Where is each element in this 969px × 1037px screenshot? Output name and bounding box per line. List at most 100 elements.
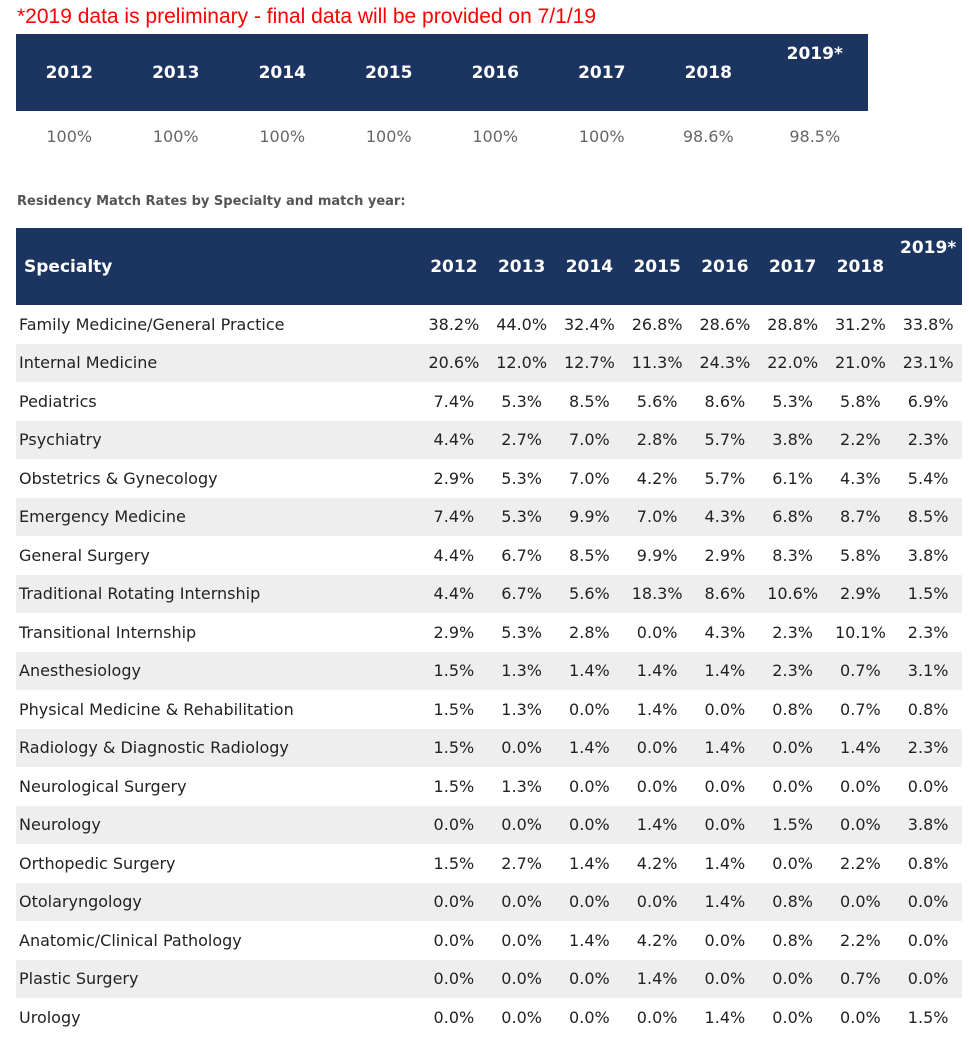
rate-cell: 5.8% [840,391,881,411]
rate-cell: 0.0% [420,805,488,844]
table-row: Pediatrics 7.4% 5.3% 8.5% 5.6% 8.6% 5.3% 5.8% 6.… [16,382,962,421]
specialty-name: Family Medicine/General Practice [19,314,285,334]
rate-cell: 5.6% [636,391,678,411]
rate-cell: 8.6% [691,574,759,613]
specialty-match-table: Specialty 2012 2013 2014 2015 2016 2017 2018 201… [16,228,962,1037]
rate-cell: 4.3% [704,622,746,642]
rate-cell: 2.3% [907,622,949,642]
table-row: Internal Medicine 20.6% 12.0% 12.7% 11.3% 24.… [16,343,962,382]
rate-cell: 1.5% [433,776,475,796]
table-row: Neurological Surgery 1.5% 1.3% 0.0% 0.0% 0.0%… [16,767,962,806]
table-row: Traditional Rotating Internship 4.4% 6.7% 5… [16,574,962,613]
rate-cell: 0.0% [433,1007,475,1027]
specialty-name: Anatomic/Clinical Pathology [19,930,242,950]
specialty-name: Traditional Rotating Internship [16,574,420,613]
rate-cell: 0.0% [555,959,624,998]
year-header: 2018 [655,34,762,111]
rate-cell: 2.2% [840,930,881,950]
rate-cell: 0.7% [840,699,881,719]
rate-cell: 1.4% [636,699,678,719]
year-header: 2019* [894,228,962,305]
table-row: Orthopedic Surgery 1.5% 2.7% 1.4% 4.2% 1.4% 0.… [16,844,962,883]
rate-cell: 0.0% [704,930,746,950]
specialty-name: Plastic Surgery [16,959,420,998]
rate-cell: 0.0% [487,882,556,921]
rate-cell: 0.0% [907,776,949,796]
rate-cell: 2.9% [826,574,895,613]
rate-cell: 0.0% [501,930,542,950]
rate-cell: 0.8% [772,699,813,719]
match-rate-value: 100% [259,126,306,146]
specialty-name: Urology [19,1007,81,1027]
table-row: Otolaryngology 0.0% 0.0% 0.0% 0.0% 1.4% 0.8% 0.… [16,882,962,921]
specialty-name: Transitional Internship [19,622,197,642]
rate-cell: 1.4% [691,651,759,690]
rate-cell: 0.0% [894,882,962,921]
table-row: Plastic Surgery 0.0% 0.0% 0.0% 1.4% 0.0% 0.0% 0… [16,959,962,998]
rate-cell: 1.5% [433,853,475,873]
rate-cell: 6.7% [487,574,556,613]
rate-cell: 1.4% [555,651,624,690]
year-header: 2019* [761,34,868,111]
rate-cell: 6.1% [772,468,813,488]
match-rate-value: 100% [46,126,93,146]
rate-cell: 2.2% [840,853,881,873]
table-row: Emergency Medicine 7.4% 5.3% 9.9% 7.0% 4.3% 6.… [16,497,962,536]
rate-cell: 5.8% [840,545,881,565]
rate-cell: 0.0% [623,882,691,921]
rate-cell: 12.0% [487,343,556,382]
rate-cell: 1.5% [420,651,488,690]
table-row: Anesthesiology 1.5% 1.3% 1.4% 1.4% 1.4% 2.3% 0.… [16,651,962,690]
rate-cell: 1.5% [907,1007,949,1027]
rate-cell: 3.1% [894,651,962,690]
rate-cell: 2.3% [772,622,813,642]
rate-cell: 3.8% [894,805,962,844]
table-row: Urology 0.0% 0.0% 0.0% 0.0% 1.4% 0.0% 0.0% 1.5% [16,998,962,1037]
rate-cell: 0.8% [772,930,813,950]
specialty-name: Physical Medicine & Rehabilitation [19,699,294,719]
rate-cell: 0.0% [569,776,610,796]
match-rate-value: 100% [578,126,625,146]
table-row: Neurology 0.0% 0.0% 0.0% 1.4% 0.0% 1.5% 0.0% 3.8… [16,805,962,844]
rate-cell: 4.2% [636,930,678,950]
overall-match-rate-table: 2012 2013 2014 2015 2016 2017 2018 2019* 100% 10… [16,34,868,161]
year-header: 2012 [16,34,123,111]
rate-cell: 10.6% [758,574,827,613]
rate-cell: 0.0% [636,1007,678,1027]
rate-cell: 5.7% [704,468,746,488]
rate-cell: 3.8% [907,545,949,565]
rate-cell: 1.4% [623,959,691,998]
year-header: 2017 [548,34,655,111]
year-header: 2018 [826,228,895,305]
rate-cell: 5.3% [501,391,542,411]
table-row: Physical Medicine & Rehabilitation 1.5% 1.… [16,690,962,729]
rate-cell: 0.0% [487,959,556,998]
rate-cell: 0.0% [487,805,556,844]
rate-cell: 23.1% [894,343,962,382]
rate-cell: 18.3% [623,574,691,613]
specialty-name: Obstetrics & Gynecology [19,468,218,488]
rate-cell: 1.3% [487,651,556,690]
specialty-name: Otolaryngology [16,882,420,921]
rate-cell: 8.5% [569,545,610,565]
rate-cell: 4.4% [420,574,488,613]
year-header: 2013 [487,228,556,305]
rate-cell: 2.3% [758,651,827,690]
rate-cell: 0.7% [826,651,895,690]
rate-cell: 2.7% [501,853,542,873]
rate-cell: 11.3% [623,343,691,382]
rate-cell: 0.0% [894,959,962,998]
rate-cell: 6.7% [501,545,542,565]
rate-cell: 1.4% [691,882,759,921]
match-rate-value: 100% [365,126,412,146]
rate-cell: 9.9% [555,497,624,536]
specialty-header: Specialty [16,228,420,305]
rate-cell: 0.0% [772,853,813,873]
rate-cell: 2.9% [704,545,746,565]
year-header: 2012 [420,228,488,305]
rate-cell: 0.0% [623,728,691,767]
rate-cell: 0.8% [907,699,949,719]
rate-cell: 0.8% [907,853,949,873]
rate-cell: 1.5% [894,574,962,613]
rate-cell: 7.0% [555,420,624,459]
